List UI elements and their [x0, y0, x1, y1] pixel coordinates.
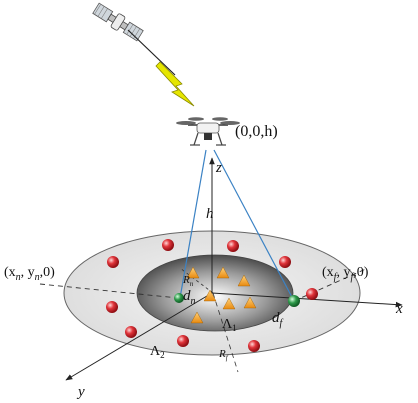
red-user — [106, 301, 118, 313]
df-label: df — [272, 310, 284, 329]
x-axis-label: x — [395, 301, 403, 317]
rf-label: Rf — [218, 348, 229, 362]
rf-radius-dashed-line — [212, 292, 239, 373]
lambda2-label: Λ2 — [150, 344, 165, 360]
red-user — [125, 326, 137, 338]
uav-coordinate-label: (0,0,h) — [235, 123, 278, 140]
near-user-dn — [174, 293, 184, 303]
rn-label: Rn — [182, 274, 194, 288]
triangle-user — [186, 266, 200, 279]
red-user — [177, 335, 189, 347]
rn-radius-dashed-line — [179, 267, 214, 294]
triangle-user — [216, 266, 230, 279]
lightning-icon — [155, 61, 195, 107]
uav-drone-icon — [176, 117, 240, 146]
lambda1-label: Λ1 — [222, 317, 237, 333]
z-axis-label: z — [215, 160, 222, 176]
triangle-user — [190, 311, 204, 324]
far-user-link-line — [213, 149, 295, 302]
far-user-coordinate-label: (xf, yf,0) — [322, 265, 369, 283]
satellite-icon — [92, 2, 144, 42]
red-user — [162, 239, 174, 251]
red-user — [227, 240, 239, 252]
y-axis-label: y — [76, 384, 85, 400]
red-user — [306, 288, 318, 300]
satellite-link-line — [127, 29, 176, 76]
x-axis-line — [211, 292, 403, 308]
y-axis-line — [65, 292, 213, 381]
near-user-coordinate-label: (xn, yn,0) — [4, 265, 55, 283]
near-user-link-line — [179, 149, 207, 299]
h-height-label: h — [206, 206, 214, 222]
far-zone-users — [106, 239, 318, 352]
dn-label: dn — [183, 288, 196, 307]
red-user — [279, 256, 291, 268]
triangle-user — [237, 274, 251, 287]
triangle-user — [243, 296, 257, 309]
near-zone-users — [186, 266, 257, 324]
red-user — [248, 340, 260, 352]
far-user-df — [288, 295, 300, 307]
red-user — [107, 256, 119, 268]
triangle-user — [203, 289, 217, 302]
triangle-user — [222, 297, 236, 310]
